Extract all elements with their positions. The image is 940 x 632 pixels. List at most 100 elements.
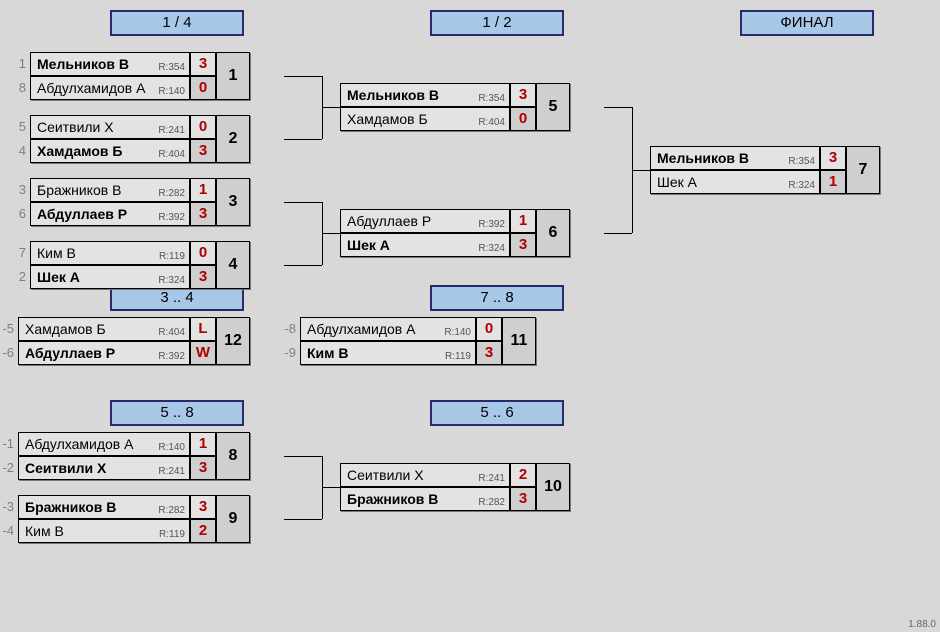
- player-rating: R:140: [158, 442, 185, 453]
- score-cell: 0: [476, 317, 502, 341]
- score-cell: 1: [510, 209, 536, 233]
- player-rating: R:392: [158, 351, 185, 362]
- seed-label: 2: [2, 269, 26, 284]
- match-number: 2: [216, 115, 250, 163]
- player-cell: Абдуллаев Р R:392: [18, 341, 190, 365]
- player-cell: Мельников В R:354: [650, 146, 820, 170]
- player-rating: R:119: [159, 529, 185, 540]
- player-rating: R:324: [158, 275, 185, 286]
- match-number: 5: [536, 83, 570, 131]
- player-rating: R:354: [788, 156, 815, 167]
- seed-label: 7: [2, 245, 26, 260]
- match-number: 11: [502, 317, 536, 365]
- player-cell: Хамдамов Б R:404: [18, 317, 190, 341]
- score-cell: 0: [190, 115, 216, 139]
- player-name: Мельников В: [37, 56, 129, 72]
- player-rating: R:282: [158, 505, 185, 516]
- player-rating: R:404: [158, 149, 185, 160]
- player-cell: Сеитвили Х R:241: [30, 115, 190, 139]
- seed-label: -9: [272, 345, 296, 360]
- player-rating: R:140: [444, 327, 471, 338]
- match-number: 6: [536, 209, 570, 257]
- player-cell: Хамдамов БR:404: [30, 139, 190, 163]
- match-number: 12: [216, 317, 250, 365]
- player-name: Шек А: [657, 174, 697, 190]
- seed-label: 4: [2, 143, 26, 158]
- player-rating: R:241: [478, 473, 505, 484]
- bracket-connector: [284, 202, 322, 203]
- player-rating: R:241: [158, 125, 185, 136]
- score-cell: 0: [510, 107, 536, 131]
- player-cell: Абдулхамидов А R:140: [300, 317, 476, 341]
- match-number: 10: [536, 463, 570, 511]
- seed-label: -4: [0, 523, 14, 538]
- player-rating: R:354: [478, 93, 505, 104]
- round-header: 1 / 4: [110, 10, 244, 36]
- player-name: Мельников В: [347, 87, 439, 103]
- score-cell: W: [190, 341, 216, 365]
- bracket-connector: [284, 456, 322, 457]
- player-name: Сеитвили Х: [25, 460, 106, 476]
- round-header: 5 .. 6: [430, 400, 564, 426]
- player-cell: Шек АR:324: [340, 233, 510, 257]
- round-header: 5 .. 8: [110, 400, 244, 426]
- seed-label: -6: [0, 345, 14, 360]
- player-cell: Абдулхамидов АR:140: [30, 76, 190, 100]
- player-name: Абдулхамидов А: [307, 321, 415, 337]
- player-name: Абдулхамидов А: [37, 80, 145, 96]
- seed-label: -3: [0, 499, 14, 514]
- match-number: 8: [216, 432, 250, 480]
- score-cell: 3: [190, 456, 216, 480]
- player-name: Бражников В: [25, 499, 116, 515]
- player-cell: Шек А R:324: [30, 265, 190, 289]
- player-rating: R:282: [478, 497, 505, 508]
- player-name: Шек А: [37, 269, 80, 285]
- bracket-connector: [284, 265, 322, 266]
- player-name: Хамдамов Б: [347, 111, 428, 127]
- player-name: Мельников В: [657, 150, 749, 166]
- player-cell: Сеитвили Х R:241: [340, 463, 510, 487]
- player-cell: Мельников ВR:354: [30, 52, 190, 76]
- score-cell: 3: [190, 265, 216, 289]
- match-number: 7: [846, 146, 880, 194]
- player-cell: Мельников В R:354: [340, 83, 510, 107]
- player-cell: Бражников В R:282: [18, 495, 190, 519]
- bracket-connector: [322, 233, 340, 234]
- round-header: 7 .. 8: [430, 285, 564, 311]
- player-name: Сеитвили Х: [37, 119, 114, 135]
- version-label: 1.88.0: [908, 619, 936, 630]
- bracket-connector: [284, 139, 322, 140]
- bracket-connector: [322, 487, 340, 488]
- bracket-connector: [632, 170, 650, 171]
- seed-label: -8: [272, 321, 296, 336]
- seed-label: -5: [0, 321, 14, 336]
- player-cell: Хамдамов БR:404: [340, 107, 510, 131]
- player-name: Ким В: [37, 245, 76, 261]
- player-name: Абдуллаев Р: [37, 206, 127, 222]
- player-rating: R:404: [158, 327, 185, 338]
- round-header: ФИНАЛ: [740, 10, 874, 36]
- round-header: 1 / 2: [430, 10, 564, 36]
- match-number: 4: [216, 241, 250, 289]
- player-name: Ким В: [307, 345, 349, 361]
- seed-label: 5: [2, 119, 26, 134]
- player-name: Абдуллаев Р: [25, 345, 115, 361]
- seed-label: 6: [2, 206, 26, 221]
- score-cell: 2: [190, 519, 216, 543]
- player-rating: R:392: [478, 219, 505, 230]
- player-cell: Абдуллаев Р R:392: [30, 202, 190, 226]
- score-cell: 3: [510, 233, 536, 257]
- player-rating: R:392: [158, 212, 185, 223]
- score-cell: 1: [190, 432, 216, 456]
- score-cell: 3: [190, 495, 216, 519]
- player-cell: Ким ВR:119: [30, 241, 190, 265]
- player-rating: R:119: [445, 351, 471, 362]
- score-cell: 2: [510, 463, 536, 487]
- player-name: Хамдамов Б: [25, 321, 106, 337]
- player-name: Бражников В: [37, 182, 121, 198]
- score-cell: 3: [190, 202, 216, 226]
- player-cell: Ким В R:119: [300, 341, 476, 365]
- player-name: Сеитвили Х: [347, 467, 424, 483]
- score-cell: 0: [190, 76, 216, 100]
- player-rating: R:241: [158, 466, 185, 477]
